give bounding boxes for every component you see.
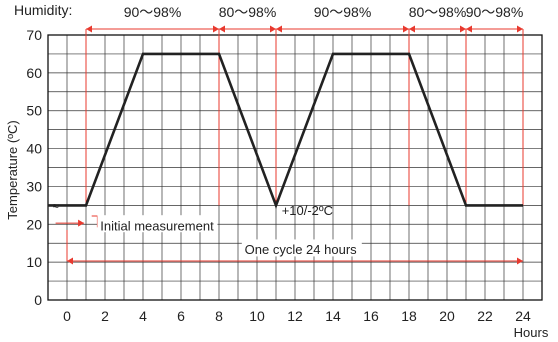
arrowhead-left	[219, 25, 225, 33]
x-tick-label: 6	[177, 308, 185, 324]
temperature-profile-line	[48, 52, 523, 210]
arrowhead-right	[403, 25, 409, 33]
plot-frame	[47, 34, 543, 301]
y-tick-label: 40	[26, 141, 42, 157]
x-tick-label: 22	[477, 308, 493, 324]
x-tick-label: 16	[363, 308, 379, 324]
cycle-label: One cycle 24 hours	[245, 242, 358, 257]
initial-measurement-label: Initial measurement	[100, 219, 214, 234]
y-tick-label: 20	[26, 216, 42, 232]
x-tick-label: 18	[401, 308, 417, 324]
y-axis-title: Temperature (ºC)	[5, 120, 20, 219]
x-tick-label: 14	[325, 308, 341, 324]
arrowhead-right	[270, 25, 276, 33]
x-tick-label: 2	[101, 308, 109, 324]
arrowhead-left	[276, 25, 282, 33]
arrowhead-left	[86, 25, 92, 33]
red-markers	[55, 25, 524, 265]
humidity-range-label: 90～98%	[466, 4, 524, 20]
tolerance-annotation: +10/-2ºC	[282, 203, 333, 218]
x-tick-label: 4	[139, 308, 147, 324]
x-tick-label: 10	[249, 308, 265, 324]
y-tick-label: 10	[26, 254, 42, 270]
x-axis-title: Hours	[514, 325, 549, 340]
arrowhead-right	[460, 25, 466, 33]
y-tick-label: 50	[26, 103, 42, 119]
humidity-range-label: 80～98%	[409, 4, 467, 20]
cycle-arrowhead-left	[67, 257, 73, 265]
annotations: 90～98% 80～98% 90～98% 80～98% 90～98%≈ +10/-2ºCI…	[53, 4, 524, 257]
series	[48, 52, 523, 210]
humidity-label: Humidity:	[14, 2, 72, 18]
y-tick-label: 60	[26, 65, 42, 81]
arrowhead-left	[409, 25, 415, 33]
axis-break-marker: ≈	[53, 200, 59, 212]
humidity-range-label: 90～98%	[314, 4, 372, 20]
axes	[47, 34, 543, 301]
arrowhead-left	[466, 25, 472, 33]
x-tick-label: 20	[439, 308, 455, 324]
humidity-range-label: 80～98%	[219, 4, 277, 20]
grid	[48, 35, 542, 300]
y-tick-label: 0	[34, 292, 42, 308]
x-tick-label: 12	[287, 308, 303, 324]
y-tick-label: 30	[26, 178, 42, 194]
cycle-arrowhead-right	[517, 257, 523, 265]
arrowhead-right	[213, 25, 219, 33]
x-tick-label: 8	[215, 308, 223, 324]
x-tick-label: 24	[515, 308, 531, 324]
y-tick-label: 70	[26, 27, 42, 43]
arrowhead-right	[517, 25, 523, 33]
initial-label-bg	[97, 215, 218, 233]
cycle-label-bg	[241, 239, 362, 257]
x-tick-label: 0	[63, 308, 71, 324]
humidity-range-label: 90～98%	[124, 4, 182, 20]
initial-arrowhead	[78, 219, 85, 227]
